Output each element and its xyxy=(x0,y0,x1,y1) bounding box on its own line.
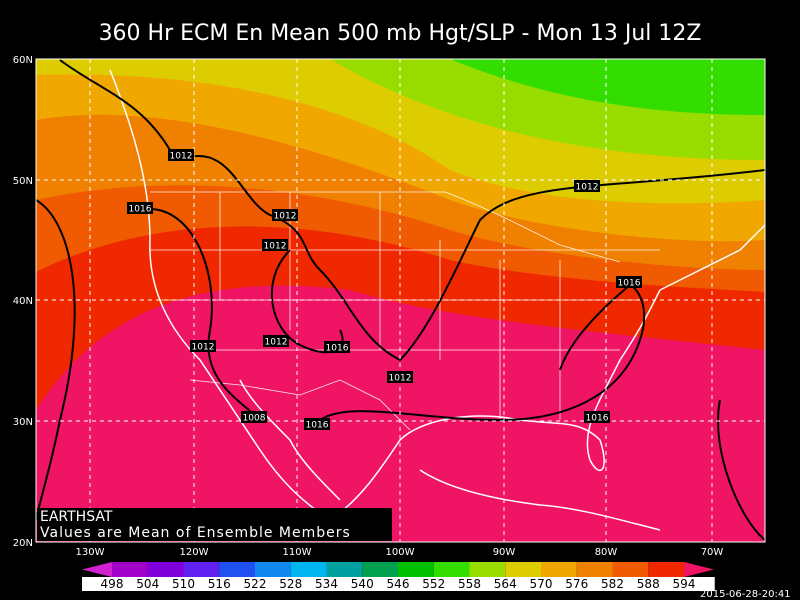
longitude-label: 90W xyxy=(493,547,516,558)
colorbar-end xyxy=(684,562,714,577)
colorbar-swatch xyxy=(112,562,148,577)
colorbar-swatch xyxy=(255,562,291,577)
colorbar-label: 570 xyxy=(530,577,553,591)
colorbar-label: 498 xyxy=(101,577,124,591)
colorbar-swatch xyxy=(576,562,613,577)
isobar-label-box xyxy=(324,341,350,353)
colorbar-swatch xyxy=(147,562,184,577)
coastlines xyxy=(109,69,765,531)
colorbar-label: 558 xyxy=(458,577,481,591)
latitude-label: 50N xyxy=(13,176,33,187)
colorbar-label: 564 xyxy=(494,577,517,591)
credit-box xyxy=(37,508,392,541)
colorbar-label-strip xyxy=(82,577,715,591)
colorbar-swatch xyxy=(433,562,470,577)
isobar-label-box xyxy=(304,418,330,430)
colorbar-label: 582 xyxy=(601,577,624,591)
colorbar-swatch xyxy=(469,562,506,577)
colorbar-swatch xyxy=(398,562,434,577)
isobars xyxy=(36,59,765,541)
isobar-label: 1016 xyxy=(326,344,349,354)
isobar-label-box xyxy=(262,239,288,251)
height-bands xyxy=(36,59,765,542)
colorbar-label: 516 xyxy=(208,577,231,591)
colorbar-label: 510 xyxy=(172,577,195,591)
isobar-label: 1008 xyxy=(243,414,266,424)
latitude-label: 60N xyxy=(13,55,33,66)
credit: EARTHSAT xyxy=(40,509,113,525)
isobar-label-box xyxy=(574,180,600,192)
colorbar-swatch xyxy=(290,562,327,577)
colorbar-label: 504 xyxy=(136,577,159,591)
longitude-label: 70W xyxy=(701,547,724,558)
colorbar-label: 576 xyxy=(565,577,588,591)
longitude-label: 120W xyxy=(180,547,209,558)
longitude-label: 130W xyxy=(76,547,105,558)
colorbar-label: 552 xyxy=(422,577,445,591)
isobar-label-box xyxy=(584,411,610,423)
isobar-label: 1012 xyxy=(389,374,412,384)
colorbar-end xyxy=(82,562,112,577)
longitude-label: 110W xyxy=(283,547,312,558)
isobar-label: 1012 xyxy=(192,343,215,353)
isobar-label: 1016 xyxy=(618,279,641,289)
isobar-label: 1012 xyxy=(264,242,287,252)
isobar-label: 1016 xyxy=(306,421,329,431)
isobar-label-box xyxy=(272,209,298,221)
isobar-label: 1016 xyxy=(129,205,152,215)
colorbar-label: 540 xyxy=(351,577,374,591)
colorbar-swatch xyxy=(183,562,220,577)
isobar-label-box xyxy=(190,340,216,352)
colorbar-swatch xyxy=(326,562,363,577)
isobar-label: 1012 xyxy=(274,212,297,222)
isobar-label-box xyxy=(127,202,153,214)
colorbar-label: 594 xyxy=(673,577,696,591)
note: Values are Mean of Ensemble Members xyxy=(40,525,351,541)
isobar-label: 1016 xyxy=(586,414,609,424)
graticule xyxy=(36,59,765,542)
colorbar-swatch xyxy=(648,562,684,577)
latitude-label: 20N xyxy=(13,538,33,549)
isobar-label-box xyxy=(263,335,289,347)
isobar-label: 1012 xyxy=(265,338,288,348)
isobar-label-box xyxy=(168,149,194,161)
isobar-label-box xyxy=(241,411,267,423)
colorbar-label: 546 xyxy=(387,577,410,591)
plot-frame xyxy=(35,58,766,543)
colorbar-swatch xyxy=(505,562,541,577)
isobar-label: 1012 xyxy=(170,152,193,162)
colorbar-swatch xyxy=(219,562,255,577)
latitude-label: 40N xyxy=(13,296,33,307)
timestamp: 2015-06-28-20:41 xyxy=(700,589,791,600)
colorbar-swatch xyxy=(541,562,577,577)
colorbar-label: 528 xyxy=(279,577,302,591)
isobar-label-box xyxy=(387,371,413,383)
colorbar-swatch xyxy=(362,562,398,577)
colorbar-label: 534 xyxy=(315,577,338,591)
map-title: 360 Hr ECM En Mean 500 mb Hgt/SLP - Mon … xyxy=(99,21,702,46)
isobar-label-box xyxy=(616,276,642,288)
longitude-label: 100W xyxy=(386,547,415,558)
colorbar-swatch xyxy=(612,562,649,577)
colorbar-label: 588 xyxy=(637,577,660,591)
colorbar-label: 522 xyxy=(244,577,267,591)
latitude-label: 30N xyxy=(13,417,33,428)
longitude-label: 80W xyxy=(595,547,618,558)
borders xyxy=(150,191,660,431)
isobar-label: 1012 xyxy=(576,183,599,193)
